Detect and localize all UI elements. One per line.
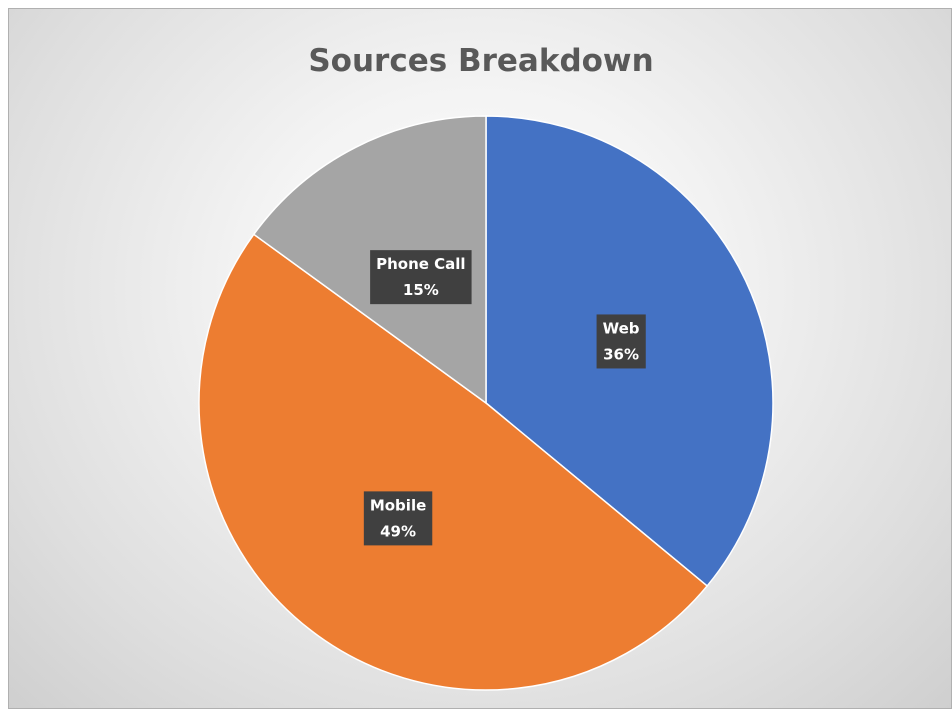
chart-area: Sources Breakdown Web 36% Mobile 49% Phone C… — [8, 8, 952, 709]
pie-slice-phone-call — [252, 115, 487, 405]
data-label-category: Web — [603, 319, 640, 337]
data-label-phone-call: Phone Call 15% — [370, 250, 472, 305]
data-label-box — [363, 491, 433, 546]
data-label-web: Web 36% — [596, 314, 646, 369]
data-label-percent: 15% — [403, 281, 439, 299]
data-label-percent: 49% — [380, 522, 416, 540]
data-label-box — [370, 250, 472, 305]
pie-chart: Web 36% Mobile 49% Phone Call 15% — [198, 115, 774, 691]
data-label-category: Phone Call — [376, 255, 465, 273]
pie-slice-mobile — [198, 233, 709, 691]
data-label-mobile: Mobile 49% — [363, 491, 433, 546]
data-label-category: Mobile — [370, 496, 426, 514]
data-label-box — [596, 314, 646, 369]
data-label-percent: 36% — [603, 345, 639, 363]
chart-title: Sources Breakdown — [308, 43, 654, 79]
